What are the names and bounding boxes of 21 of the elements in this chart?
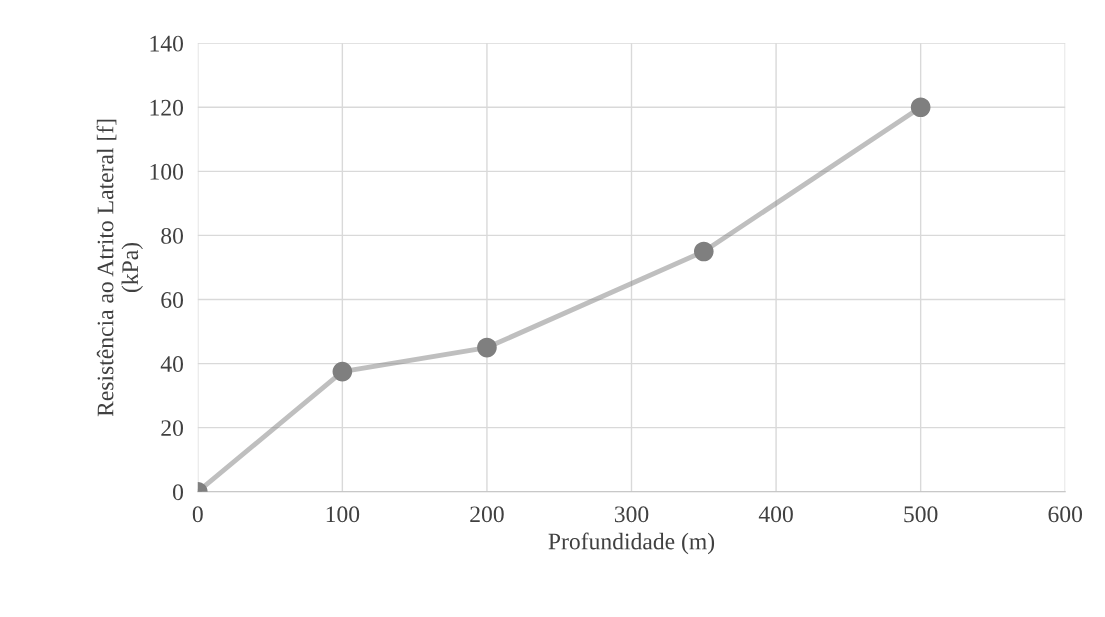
y-tick-label: 40 <box>160 356 184 373</box>
x-tick-label: 300 <box>614 506 649 523</box>
y-tick-label: 140 <box>150 35 184 52</box>
x-tick-label: 600 <box>1048 506 1083 523</box>
y-tick-label: 60 <box>161 292 184 308</box>
point <box>693 241 714 262</box>
x-tick-label: 0 <box>192 506 203 523</box>
x-axis-title: Profundidade (m) <box>548 532 715 555</box>
x-tick-label: 400 <box>758 506 793 523</box>
point <box>477 337 497 358</box>
point <box>332 361 353 382</box>
x-tick-label: 500 <box>904 506 938 523</box>
x-tick-label: 100 <box>326 506 360 523</box>
x-tick-label: 200 <box>470 506 504 523</box>
y-tick-label: 100 <box>150 163 184 180</box>
y-tick-label: 120 <box>150 99 184 116</box>
y-tick-label: 0 <box>173 484 184 501</box>
point <box>910 97 931 118</box>
y-tick-label: 20 <box>161 420 184 437</box>
y-tick-label: 80 <box>161 227 184 244</box>
y-axis-title: Resistência ao Atrito Lateral [f] (kPa) <box>96 119 143 417</box>
